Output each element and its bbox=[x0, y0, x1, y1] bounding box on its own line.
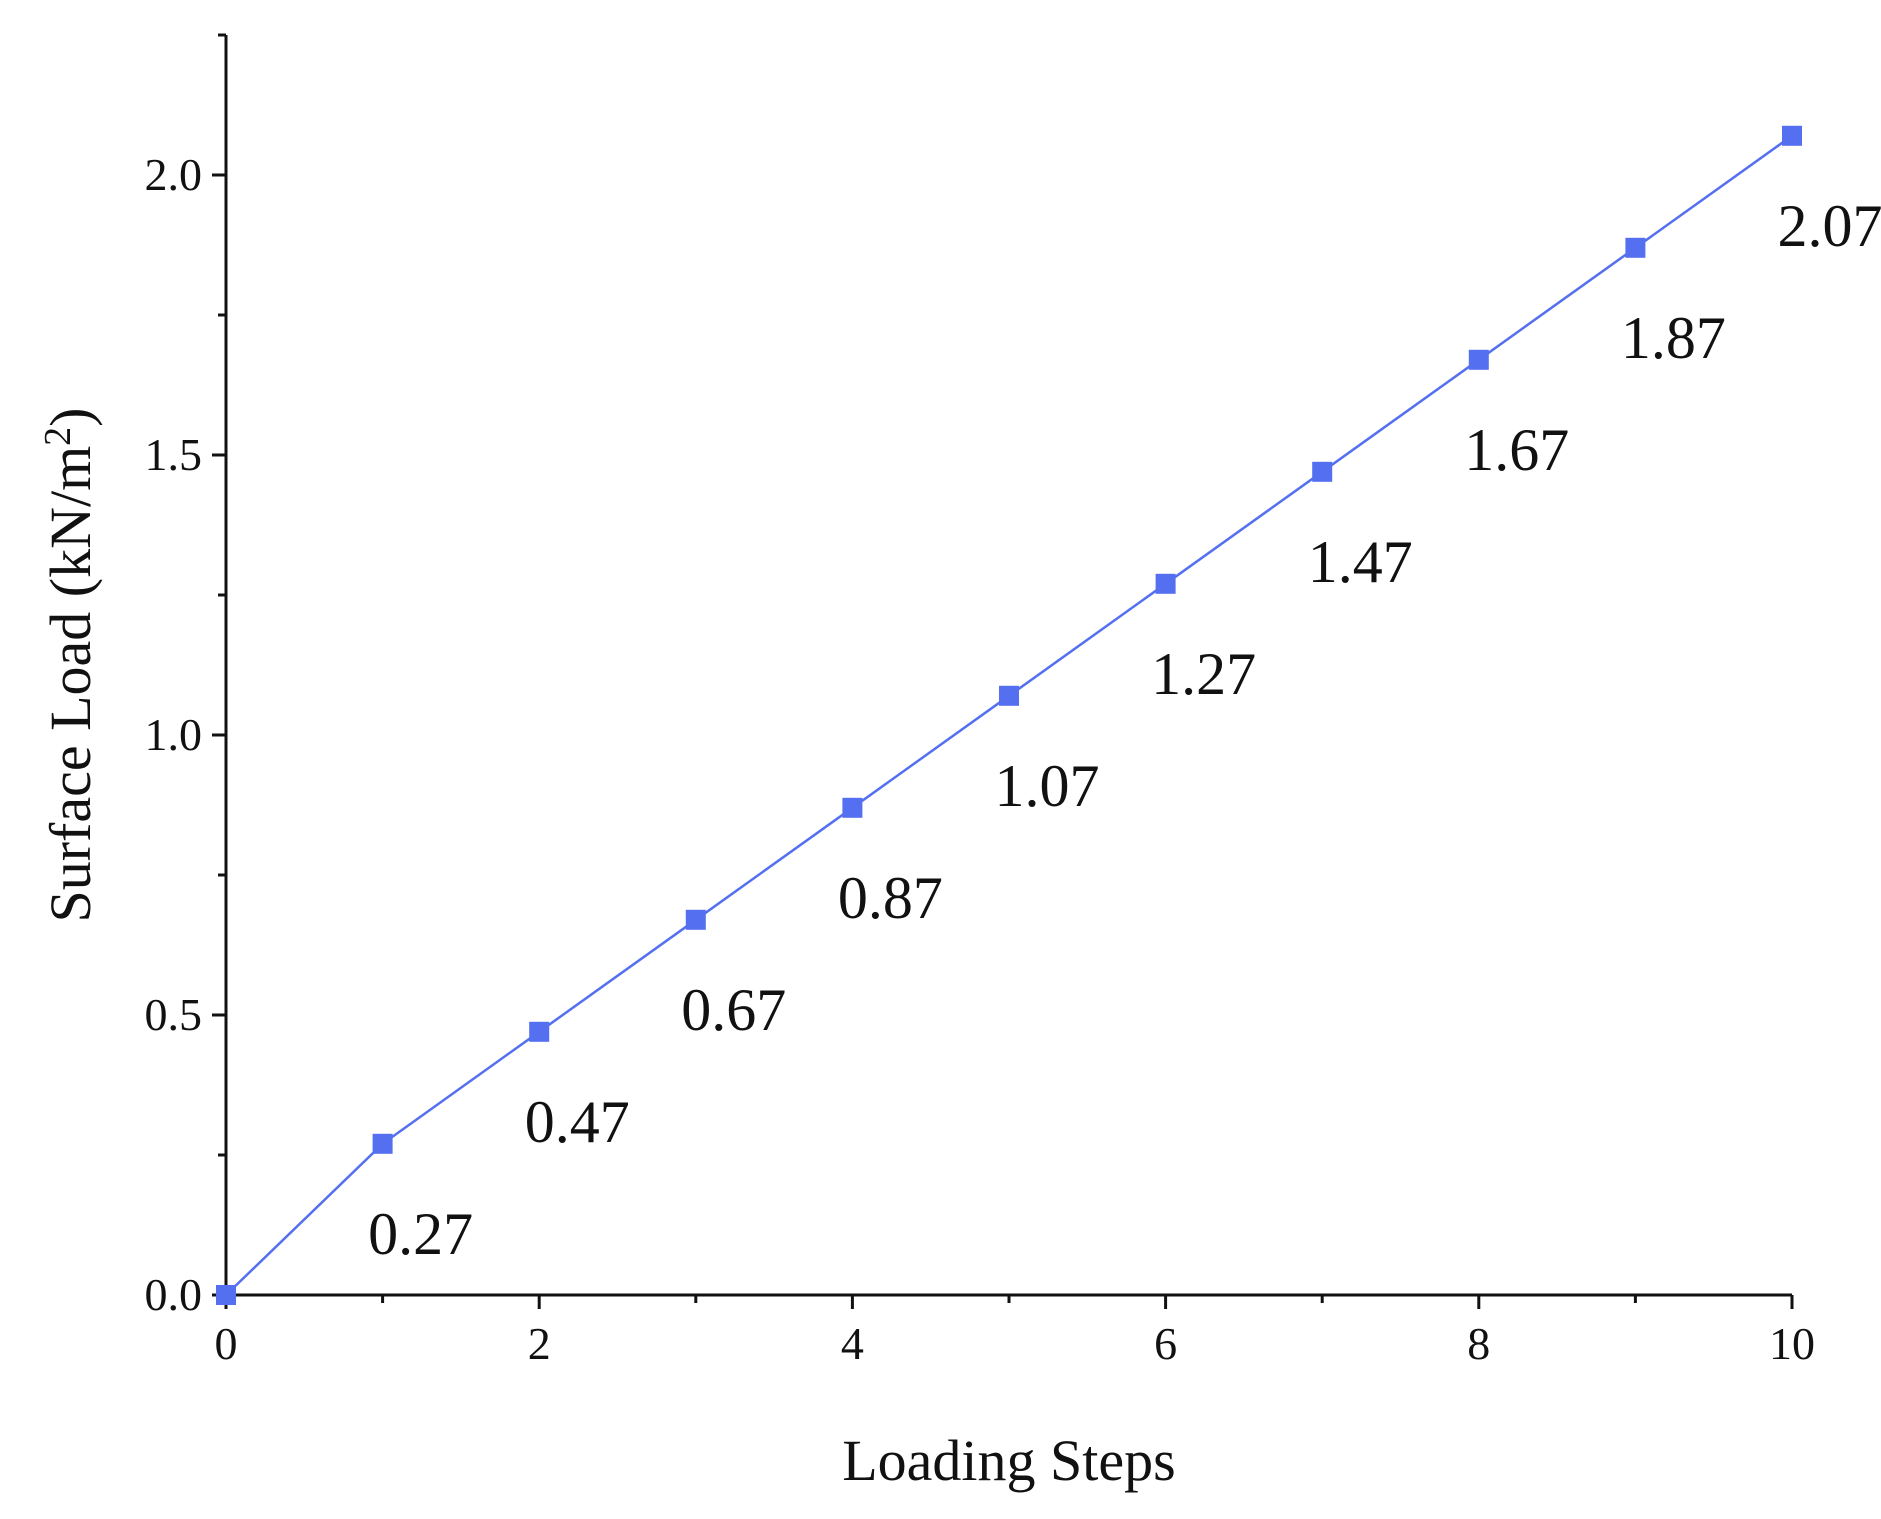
data-label: 0.67 bbox=[681, 977, 786, 1043]
x-ticks: 0 2 4 6 8 10 bbox=[215, 1295, 1815, 1369]
x-tick-label: 0 bbox=[215, 1318, 238, 1369]
data-point-marker bbox=[216, 1285, 236, 1305]
x-tick-label: 10 bbox=[1769, 1318, 1815, 1369]
x-tick-label: 2 bbox=[528, 1318, 551, 1369]
data-point-marker bbox=[1468, 349, 1489, 370]
plot-area: 0 2 4 6 8 10 0.0 0.5 1.0 1.5 2.0 0.27 0.47 0.67 0.87… bbox=[145, 33, 1881, 1369]
data-point-marker bbox=[999, 685, 1019, 706]
y-axis-title-suffix: ) bbox=[38, 407, 103, 426]
data-point-marker bbox=[1625, 237, 1646, 258]
data-point-marker bbox=[529, 1021, 550, 1042]
data-label: 1.47 bbox=[1308, 529, 1413, 595]
data-point-marker bbox=[1155, 573, 1176, 594]
x-tick-label: 6 bbox=[1154, 1318, 1177, 1369]
y-tick-label: 1.5 bbox=[145, 429, 203, 480]
y-ticks: 0.0 0.5 1.0 1.5 2.0 bbox=[145, 33, 226, 1320]
data-label: 0.87 bbox=[838, 865, 943, 931]
data-point-marker bbox=[372, 1133, 393, 1154]
data-point-marker bbox=[1312, 461, 1333, 482]
data-labels: 0.27 0.47 0.67 0.87 1.07 1.27 1.47 1.67 1.87 2.07 bbox=[368, 193, 1881, 1267]
y-tick-label: 2.0 bbox=[145, 149, 203, 200]
x-axis-title: Loading Steps bbox=[842, 1428, 1175, 1493]
data-point-marker bbox=[685, 909, 706, 930]
data-point-marker bbox=[1782, 125, 1802, 146]
x-tick-label: 4 bbox=[841, 1318, 864, 1369]
data-label: 2.07 bbox=[1778, 193, 1881, 259]
y-axis-title: Surface Load (kN/m2) bbox=[37, 407, 103, 922]
data-label: 1.07 bbox=[995, 753, 1100, 819]
y-tick-label: 0.0 bbox=[145, 1269, 203, 1320]
data-label: 0.47 bbox=[525, 1089, 630, 1155]
data-label: 0.27 bbox=[368, 1201, 473, 1267]
y-tick-label: 0.5 bbox=[145, 989, 203, 1040]
data-point-marker bbox=[842, 797, 863, 818]
data-label: 1.87 bbox=[1621, 305, 1726, 371]
data-label: 1.67 bbox=[1464, 417, 1569, 483]
y-tick-label: 1.0 bbox=[145, 709, 203, 760]
y-axis-title-main: Surface Load (kN/m bbox=[38, 446, 103, 923]
x-tick-label: 8 bbox=[1467, 1318, 1490, 1369]
series-group bbox=[216, 125, 1802, 1305]
y-axis-title-superscript: 2 bbox=[37, 427, 79, 446]
series-line bbox=[225, 134, 1793, 1296]
data-label: 1.27 bbox=[1151, 641, 1256, 707]
